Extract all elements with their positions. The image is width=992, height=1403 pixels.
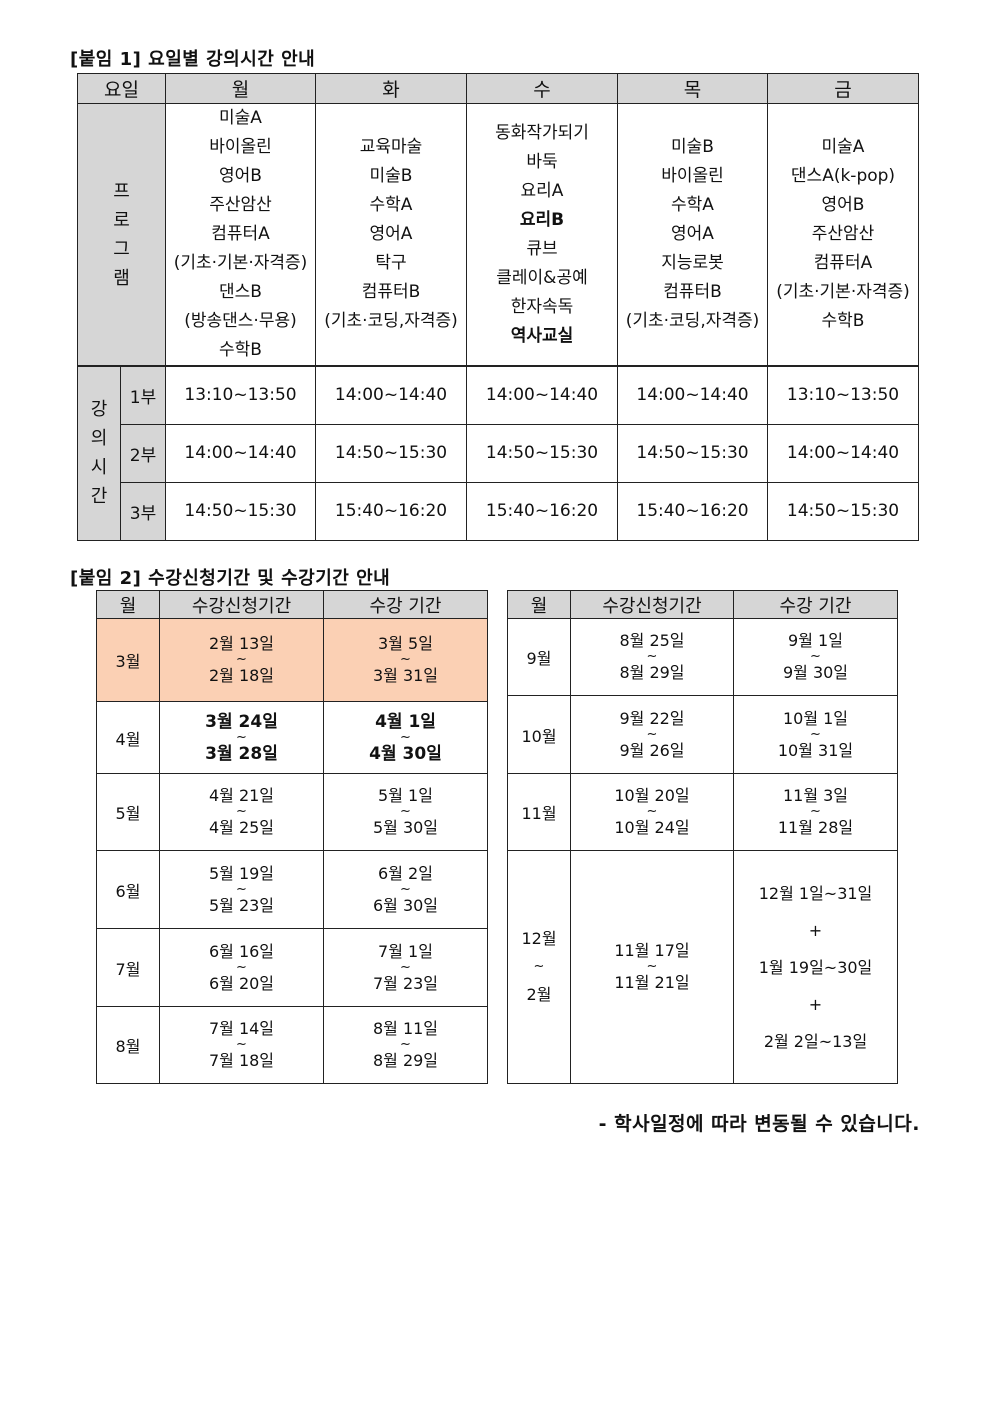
course-period-cell: 7월 1일 ~7월 23일 (323, 928, 488, 1007)
time-cell: 15:40~16:20 (315, 481, 467, 541)
apply-period-header: 수강신청기간 (570, 590, 734, 619)
schedule-change-note: - 학사일정에 따라 변동될 수 있습니다. (598, 1113, 920, 1135)
enrollment-table-left: 월 수강신청기간 수강 기간 3월 2월 13일 ~2월 18일 3월 5일 ~3월… (96, 590, 488, 1084)
apply-period-cell: 6월 16일 ~6월 20일 (159, 928, 324, 1007)
apply-period-cell: 9월 22일 ~9월 26일 (570, 695, 734, 774)
session-label: 3부 (120, 481, 166, 541)
day-tue: 화 (315, 73, 467, 104)
day-header: 요일 (77, 73, 166, 104)
course-period-cell: 5월 1일 ~5월 30일 (323, 773, 488, 851)
time-cell: 14:50~15:30 (767, 481, 919, 541)
month-header: 월 (96, 590, 160, 619)
apply-period-cell: 11월 17일 ~11월 21일 (570, 850, 734, 1084)
program-list-thu: 미술B 바이올린 수학A 영어A 지능로봇 컴퓨터B (기초·코딩,자격증) (617, 103, 768, 367)
day-wed: 수 (466, 73, 618, 104)
course-period-cell: 3월 5일 ~3월 31일 (323, 618, 488, 702)
apply-period-header: 수강신청기간 (159, 590, 324, 619)
day-thu: 목 (617, 73, 768, 104)
course-period-cell: 10월 1일 ~10월 31일 (733, 695, 898, 774)
time-cell: 13:10~13:50 (767, 365, 919, 425)
time-cell: 14:50~15:30 (617, 423, 768, 483)
time-cell: 14:50~15:30 (315, 423, 467, 483)
month-cell: 8월 (96, 1006, 160, 1084)
course-period-cell: 6월 2일 ~6월 30일 (323, 850, 488, 929)
course-period-cell: 8월 11일 ~8월 29일 (323, 1006, 488, 1084)
session-label: 1부 (120, 365, 166, 425)
month-cell: 5월 (96, 773, 160, 851)
time-cell: 14:50~15:30 (466, 423, 618, 483)
apply-period-cell: 3월 24일 ~3월 28일 (159, 701, 324, 774)
apply-period-cell: 10월 20일 ~10월 24일 (570, 773, 734, 851)
day-fri: 금 (767, 73, 919, 104)
month-cell: 6월 (96, 850, 160, 929)
month-cell: 10월 (507, 695, 571, 774)
time-cell: 14:00~14:40 (466, 365, 618, 425)
month-cell: 7월 (96, 928, 160, 1007)
time-cell: 15:40~16:20 (466, 481, 618, 541)
enrollment-table-right: 월 수강신청기간 수강 기간 9월 8월 25일 ~8월 29일 9월 1일 ~9월… (507, 590, 898, 1084)
month-cell: 12월 ~2월 (507, 850, 571, 1084)
apply-period-cell: 8월 25일 ~8월 29일 (570, 618, 734, 696)
month-cell: 11월 (507, 773, 571, 851)
program-list-mon: 미술A 바이올린 영어B 주산암산 컴퓨터A (기초·기본·자격증) 댄스B (… (165, 103, 316, 367)
course-period-header: 수강 기간 (323, 590, 488, 619)
month-cell: 3월 (96, 618, 160, 702)
course-period-cell: 12월 1일~31일 +1월 19일~30일 +2월 2일~13일 (733, 850, 898, 1084)
time-cell: 13:10~13:50 (165, 365, 316, 425)
apply-period-cell: 4월 21일 ~4월 25일 (159, 773, 324, 851)
course-period-header: 수강 기간 (733, 590, 898, 619)
session-label: 2부 (120, 423, 166, 483)
time-cell: 14:00~14:40 (767, 423, 919, 483)
attach2-title: [붙임 2] 수강신청기간 및 수강기간 안내 (70, 568, 391, 589)
month-cell: 4월 (96, 701, 160, 774)
apply-period-cell: 2월 13일 ~2월 18일 (159, 618, 324, 702)
program-list-wed: 동화작가되기 바둑 요리A 요리B 큐브 클레이&공예 한자속독 역사교실 (466, 103, 618, 367)
time-cell: 14:00~14:40 (315, 365, 467, 425)
course-period-cell: 9월 1일 ~9월 30일 (733, 618, 898, 696)
program-list-tue: 교육마술 미술B 수학A 영어A 탁구 컴퓨터B (기초·코딩,자격증) (315, 103, 467, 367)
program-list-fri: 미술A 댄스A(k-pop) 영어B 주산암산 컴퓨터A (기초·기본·자격증)… (767, 103, 919, 367)
time-cell: 14:50~15:30 (165, 481, 316, 541)
apply-period-cell: 7월 14일 ~7월 18일 (159, 1006, 324, 1084)
course-period-cell: 11월 3일 ~11월 28일 (733, 773, 898, 851)
time-cell: 15:40~16:20 (617, 481, 768, 541)
month-header: 월 (507, 590, 571, 619)
attach1-title: [붙임 1] 요일별 강의시간 안내 (70, 49, 316, 70)
time-cell: 14:00~14:40 (617, 365, 768, 425)
day-mon: 월 (165, 73, 316, 104)
apply-period-cell: 5월 19일 ~5월 23일 (159, 850, 324, 929)
time-cell: 14:00~14:40 (165, 423, 316, 483)
course-period-cell: 4월 1일 ~4월 30일 (323, 701, 488, 774)
month-cell: 9월 (507, 618, 571, 696)
